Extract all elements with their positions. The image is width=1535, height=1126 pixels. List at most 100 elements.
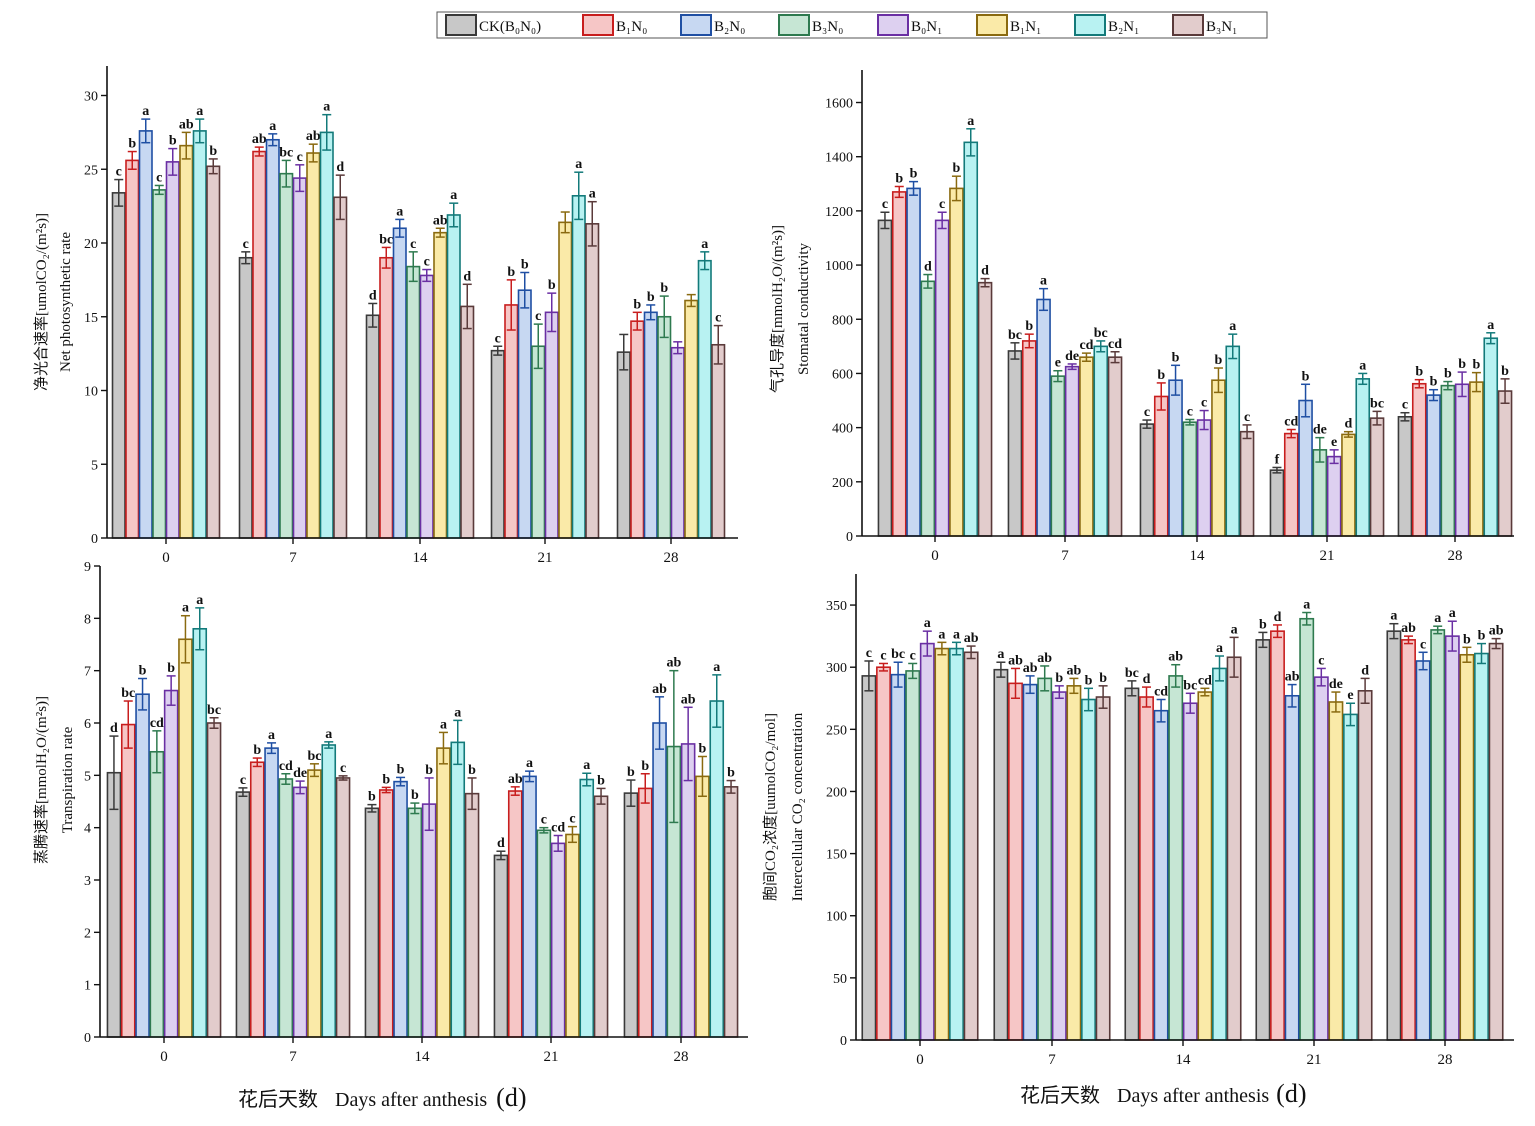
significance-label: c [1244,410,1250,425]
error-bar [1084,687,1093,712]
bar [1239,430,1255,537]
error-bar [335,174,345,221]
error-bar [520,271,530,309]
significance-label: cd [1079,338,1093,353]
error-bar [1418,651,1428,671]
error-bar [1389,622,1399,640]
significance-label: c [715,311,721,326]
bar [1355,378,1371,537]
error-bar [467,777,477,811]
bar [1440,384,1456,537]
error-bar [324,741,334,749]
y-tick-label: 20 [84,237,98,252]
significance-label: b [169,134,177,149]
error-bar [1500,378,1510,404]
significance-label: d [369,288,377,303]
y-tick-label: 2 [84,926,91,941]
significance-label: c [541,813,547,828]
significance-label: c [866,646,872,661]
error-bar [908,662,918,680]
significance-label: d [336,160,344,175]
error-bar [127,150,137,170]
error-bar [893,661,903,688]
y-tick-label: 400 [832,422,853,437]
error-bar [567,825,577,844]
x-tick-label: 28 [1438,1052,1453,1068]
bar [1255,639,1271,1041]
error-bar [1053,369,1063,383]
legend-swatch [582,14,614,36]
y-tick-label: 25 [84,163,98,178]
error-bar [1286,428,1296,439]
error-bar [1215,655,1224,682]
significance-label: c [882,197,888,212]
significance-label: a [1359,358,1366,373]
bar [684,299,699,539]
significance-label: c [116,165,122,180]
significance-label: c [1402,398,1408,413]
error-bar [525,770,535,783]
error-bar [252,757,262,768]
x-tick-label: 14 [415,1049,431,1065]
significance-label: a [1216,641,1223,656]
significance-label: e [1347,688,1353,703]
bar [319,131,334,539]
error-bar [1272,466,1282,474]
error-bar [726,779,736,794]
error-bar [152,730,162,774]
significance-label: d [110,721,118,736]
legend-swatch [1172,14,1204,36]
significance-label: ab [666,656,681,671]
svg-text:花后天数 Days after anthesis: 花后天数 Days after anthesis (d) [238,1083,527,1112]
bar [1270,630,1285,1041]
error-bar [281,773,291,785]
x-tick-label: 7 [1048,1052,1056,1068]
x-tick-label: 0 [160,1049,168,1065]
significance-label: de [1065,349,1079,364]
x-tick-label: 21 [1307,1052,1322,1068]
significance-label: b [627,765,635,780]
x-axis-title-right: 花后天数 Days after anthesis (d) [1020,1079,1307,1108]
y-axis-title-zh: 胞间CO₂浓度[uumolCO₂/mol] [762,713,779,901]
x-tick-label: 14 [1176,1052,1192,1068]
x-tick-label: 21 [544,1049,559,1065]
significance-label: ab [306,129,321,144]
bar [292,177,307,539]
significance-label: a [396,204,403,219]
error-bar [894,185,904,199]
bar [165,161,180,539]
significance-label: a [196,593,203,608]
bar [1022,683,1038,1041]
significance-label: c [240,773,246,788]
y-tick-label: 800 [832,313,853,328]
error-bar [1258,631,1268,649]
error-bar [655,696,665,750]
significance-label: cd [150,716,164,731]
error-bar [1142,419,1152,429]
error-bar [996,661,1006,678]
error-bar [238,787,248,798]
bar [711,343,726,539]
error-bar [208,158,218,175]
bar [1197,691,1213,1041]
bar [1153,395,1169,537]
bar [977,281,993,537]
y-axis-title-en: Intercellular CO₂ concentration [790,712,806,901]
bar [1211,379,1226,537]
significance-label: c [495,331,501,346]
bar [1107,356,1123,537]
error-bar [1316,667,1326,687]
legend-items: CK(B₀N₀) B₁N₀ B₂N₀ B₃N₀ B₀N₁ B₁N₁ B₂N₁ B₃N₁ [445,14,1237,36]
error-bar [1040,665,1050,692]
x-axis-title-unit: (d) [1276,1079,1306,1108]
significance-label: b [397,762,405,777]
error-bar [1287,683,1297,708]
bar [1168,379,1183,537]
error-bar [1404,635,1413,645]
error-bar [453,719,463,766]
error-bar [1156,382,1166,411]
y-tick-label: 0 [846,530,853,545]
error-bar [619,333,629,371]
error-bar [1081,352,1091,362]
